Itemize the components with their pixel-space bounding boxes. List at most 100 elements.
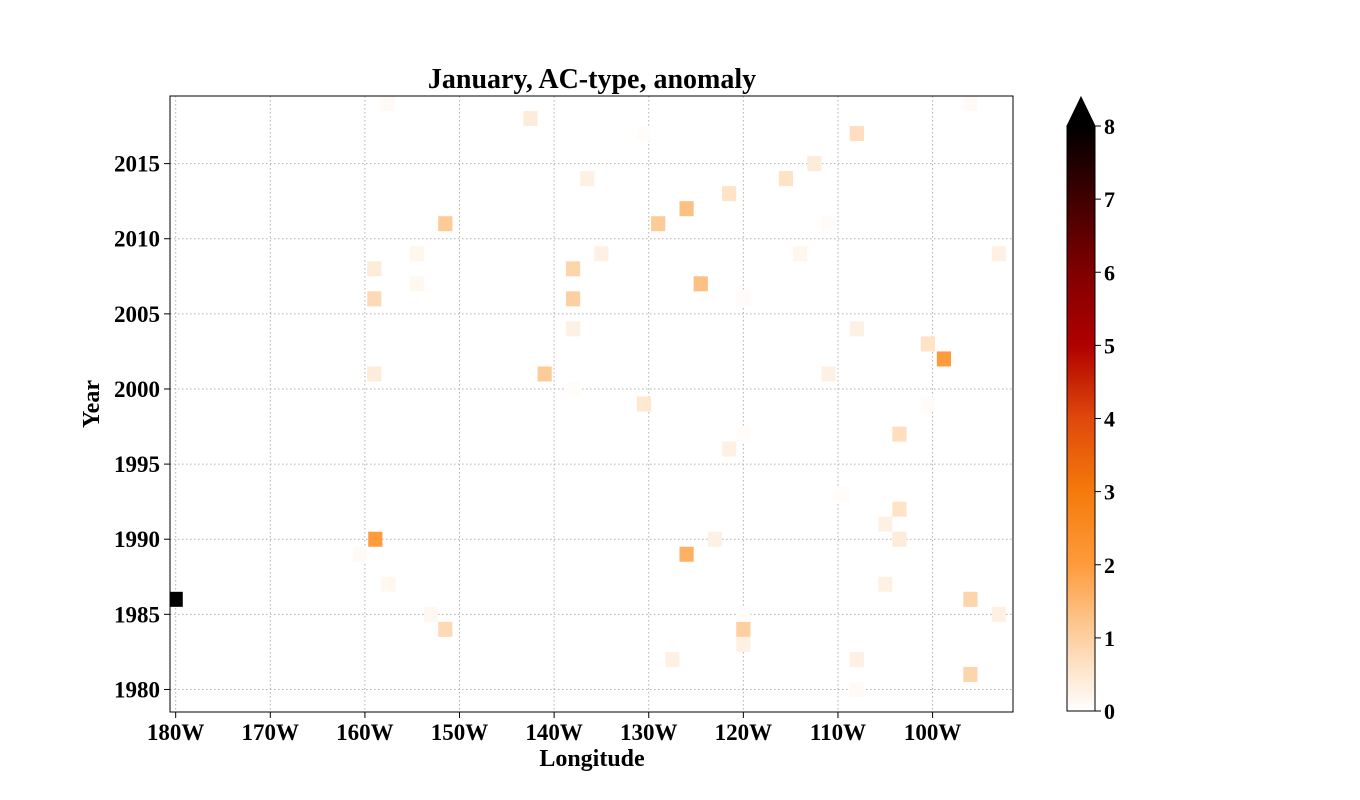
heatmap-cell [636, 126, 652, 142]
heatmap-cell [963, 666, 978, 682]
heatmap-cell [565, 291, 581, 307]
colorbar-tick-label: 8 [1104, 114, 1115, 139]
heatmap-cell [878, 516, 893, 532]
heatmap-cell [368, 531, 383, 547]
heatmap-cell [409, 246, 425, 262]
y-tick-label: 2015 [114, 152, 160, 177]
heatmap-cell [920, 336, 935, 352]
heatmap-cell [679, 546, 694, 562]
heatmap-cell [367, 261, 382, 277]
x-tick-label: 150W [431, 720, 489, 745]
heatmap-cell [821, 366, 836, 382]
heatmap-cell [580, 171, 595, 187]
x-tick-label: 140W [525, 720, 583, 745]
y-tick-label: 2000 [114, 377, 160, 402]
x-tick-label: 110W [810, 720, 866, 745]
heatmap-cell [736, 426, 751, 442]
heatmap-cell [537, 366, 552, 382]
heatmap-cell [438, 621, 453, 637]
plot-area [169, 95, 1014, 713]
heatmap-cell [707, 531, 723, 547]
x-tick-label: 180W [147, 720, 205, 745]
y-tick-label: 1995 [114, 452, 160, 477]
colorbar-tick-label: 0 [1104, 699, 1115, 724]
heatmap-cell [523, 111, 538, 127]
heatmap-cell [849, 651, 864, 667]
colorbar-gradient [1066, 125, 1096, 712]
heatmap-cell [424, 606, 439, 622]
chart-title: January, AC-type, anomaly [428, 64, 756, 95]
colorbar-tick-label: 6 [1104, 260, 1115, 285]
heatmap-cell [722, 441, 737, 457]
heatmap-cell [438, 216, 453, 232]
colorbar: 0 1 2 3 4 5 6 7 8 [1066, 95, 1115, 724]
heatmap-cell [849, 681, 864, 697]
heatmap-cell [778, 171, 794, 187]
colorbar-ticks: 0 1 2 3 4 5 6 7 8 [1095, 114, 1115, 724]
heatmap-cell [892, 426, 907, 442]
y-tick-label: 2005 [114, 302, 160, 327]
heatmap-cell [793, 246, 808, 262]
y-axis-ticks: 1980 1985 1990 1995 2000 2005 2010 2015 [114, 152, 170, 702]
heatmap-cell [736, 636, 751, 652]
heatmap-cell [170, 591, 183, 607]
plot-background [170, 96, 1013, 712]
heatmap-cell [849, 321, 864, 337]
heatmap-cell [409, 276, 425, 292]
heatmap-cell [936, 351, 952, 367]
x-tick-label: 120W [715, 720, 773, 745]
y-tick-label: 1980 [114, 677, 160, 702]
heatmap-cell [665, 651, 680, 667]
heatmap-cell [963, 96, 978, 112]
heatmap-cell [367, 366, 382, 382]
colorbar-tick-label: 3 [1104, 480, 1115, 505]
colorbar-tick-label: 1 [1104, 626, 1115, 651]
heatmap-cell [821, 216, 836, 232]
heatmap-cell [920, 396, 935, 412]
y-tick-label: 1985 [114, 602, 160, 627]
heatmap-cell [878, 576, 893, 592]
colorbar-tick-label: 2 [1104, 553, 1115, 578]
heatmap-cell [367, 291, 382, 307]
heatmap-cell [722, 186, 737, 202]
heatmap-cell [565, 261, 581, 277]
colorbar-tick-label: 5 [1104, 333, 1115, 358]
colorbar-extend-arrow [1066, 95, 1096, 127]
heatmap-cell [381, 96, 396, 112]
heatmap-cell [353, 546, 368, 562]
colorbar-tick-label: 4 [1104, 407, 1115, 432]
x-tick-label: 160W [336, 720, 394, 745]
heatmap-cell [381, 576, 396, 592]
heatmap-cell [651, 216, 666, 232]
heatmap-cell [736, 291, 751, 307]
heatmap-cell [565, 321, 581, 337]
heatmap-cell [849, 126, 864, 142]
heatmap-cell [636, 396, 652, 412]
heatmap-cell [679, 201, 694, 217]
y-tick-label: 1990 [114, 527, 160, 552]
heatmap-cell [963, 591, 978, 607]
heatmap-cell [835, 486, 850, 502]
heatmap-cell [736, 606, 751, 622]
heatmap-cell [736, 621, 751, 637]
heatmap-cell [807, 156, 822, 172]
x-tick-label: 100W [904, 720, 962, 745]
y-tick-label: 2010 [114, 227, 160, 252]
x-axis-label: Longitude [539, 746, 645, 772]
heatmap-cell [693, 276, 708, 292]
heatmap-cells [170, 96, 1006, 697]
heatmap-cell [594, 246, 609, 262]
x-tick-label: 170W [242, 720, 300, 745]
heatmap-cell [991, 606, 1006, 622]
heatmap-cell [991, 246, 1006, 262]
colorbar-tick-label: 7 [1104, 187, 1115, 212]
y-axis-label: Year [79, 380, 105, 428]
heatmap-cell [892, 531, 907, 547]
grid-lines [170, 96, 1013, 712]
heatmap-cell [892, 501, 907, 517]
plot-frame [169, 95, 1014, 713]
x-tick-label: 130W [620, 720, 678, 745]
x-axis-ticks: 180W 170W 160W 150W 140W 130W 120W 110W 100W [147, 712, 961, 745]
heatmap-cell [565, 381, 581, 397]
